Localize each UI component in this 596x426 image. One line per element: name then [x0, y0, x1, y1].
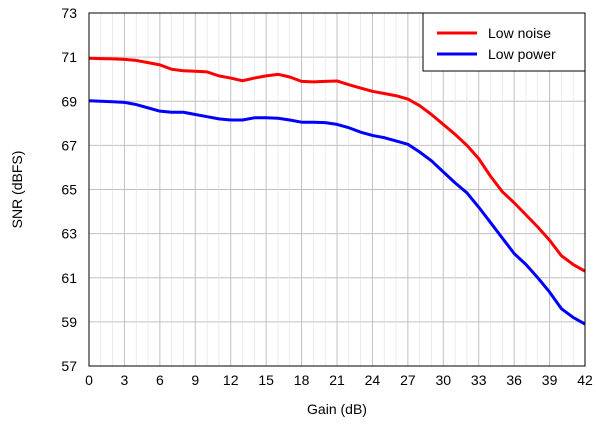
- y-tick-label-57: 57: [61, 358, 77, 374]
- plot-frame: [88, 12, 586, 367]
- x-tick-label-42: 42: [577, 372, 593, 388]
- y-tick-label-71: 71: [61, 49, 77, 65]
- y-tick-label-61: 61: [61, 270, 77, 286]
- x-tick-label-39: 39: [542, 372, 558, 388]
- y-axis-label: SNR (dBFS): [9, 151, 25, 229]
- x-tick-label-3: 3: [121, 372, 129, 388]
- x-tick-label-33: 33: [471, 372, 487, 388]
- x-tick-label-21: 21: [329, 372, 345, 388]
- legend: Low noise Low power: [422, 12, 586, 72]
- y-tick-label-69: 69: [61, 93, 77, 109]
- x-tick-label-36: 36: [506, 372, 522, 388]
- y-tick-label-65: 65: [61, 182, 77, 198]
- legend-label-low-noise: Low noise: [488, 25, 551, 41]
- x-tick-label-0: 0: [85, 372, 93, 388]
- x-axis-label: Gain (dB): [307, 401, 367, 417]
- y-tick-labels: 57 59 61 63 65 67 69 71 73: [61, 5, 77, 374]
- x-tick-labels: 0 3 6 9 12 15 18 21 24 27 30 33 36 39 42: [85, 372, 593, 388]
- x-tick-label-18: 18: [294, 372, 310, 388]
- x-tick-label-12: 12: [223, 372, 239, 388]
- x-tick-label-6: 6: [156, 372, 164, 388]
- y-tick-label-59: 59: [61, 314, 77, 330]
- series-lines: [88, 56, 586, 326]
- legend-label-low-power: Low power: [488, 46, 556, 62]
- x-tick-label-24: 24: [365, 372, 381, 388]
- y-tick-label-73: 73: [61, 5, 77, 21]
- x-tick-label-15: 15: [258, 372, 274, 388]
- legend-box: [422, 12, 586, 72]
- series-line-low-noise: [88, 56, 586, 273]
- y-tick-label-63: 63: [61, 226, 77, 242]
- x-tick-label-27: 27: [400, 372, 416, 388]
- series-line-low-power: [88, 99, 586, 326]
- x-tick-label-9: 9: [191, 372, 199, 388]
- y-tick-label-67: 67: [61, 137, 77, 153]
- x-tick-label-30: 30: [435, 372, 451, 388]
